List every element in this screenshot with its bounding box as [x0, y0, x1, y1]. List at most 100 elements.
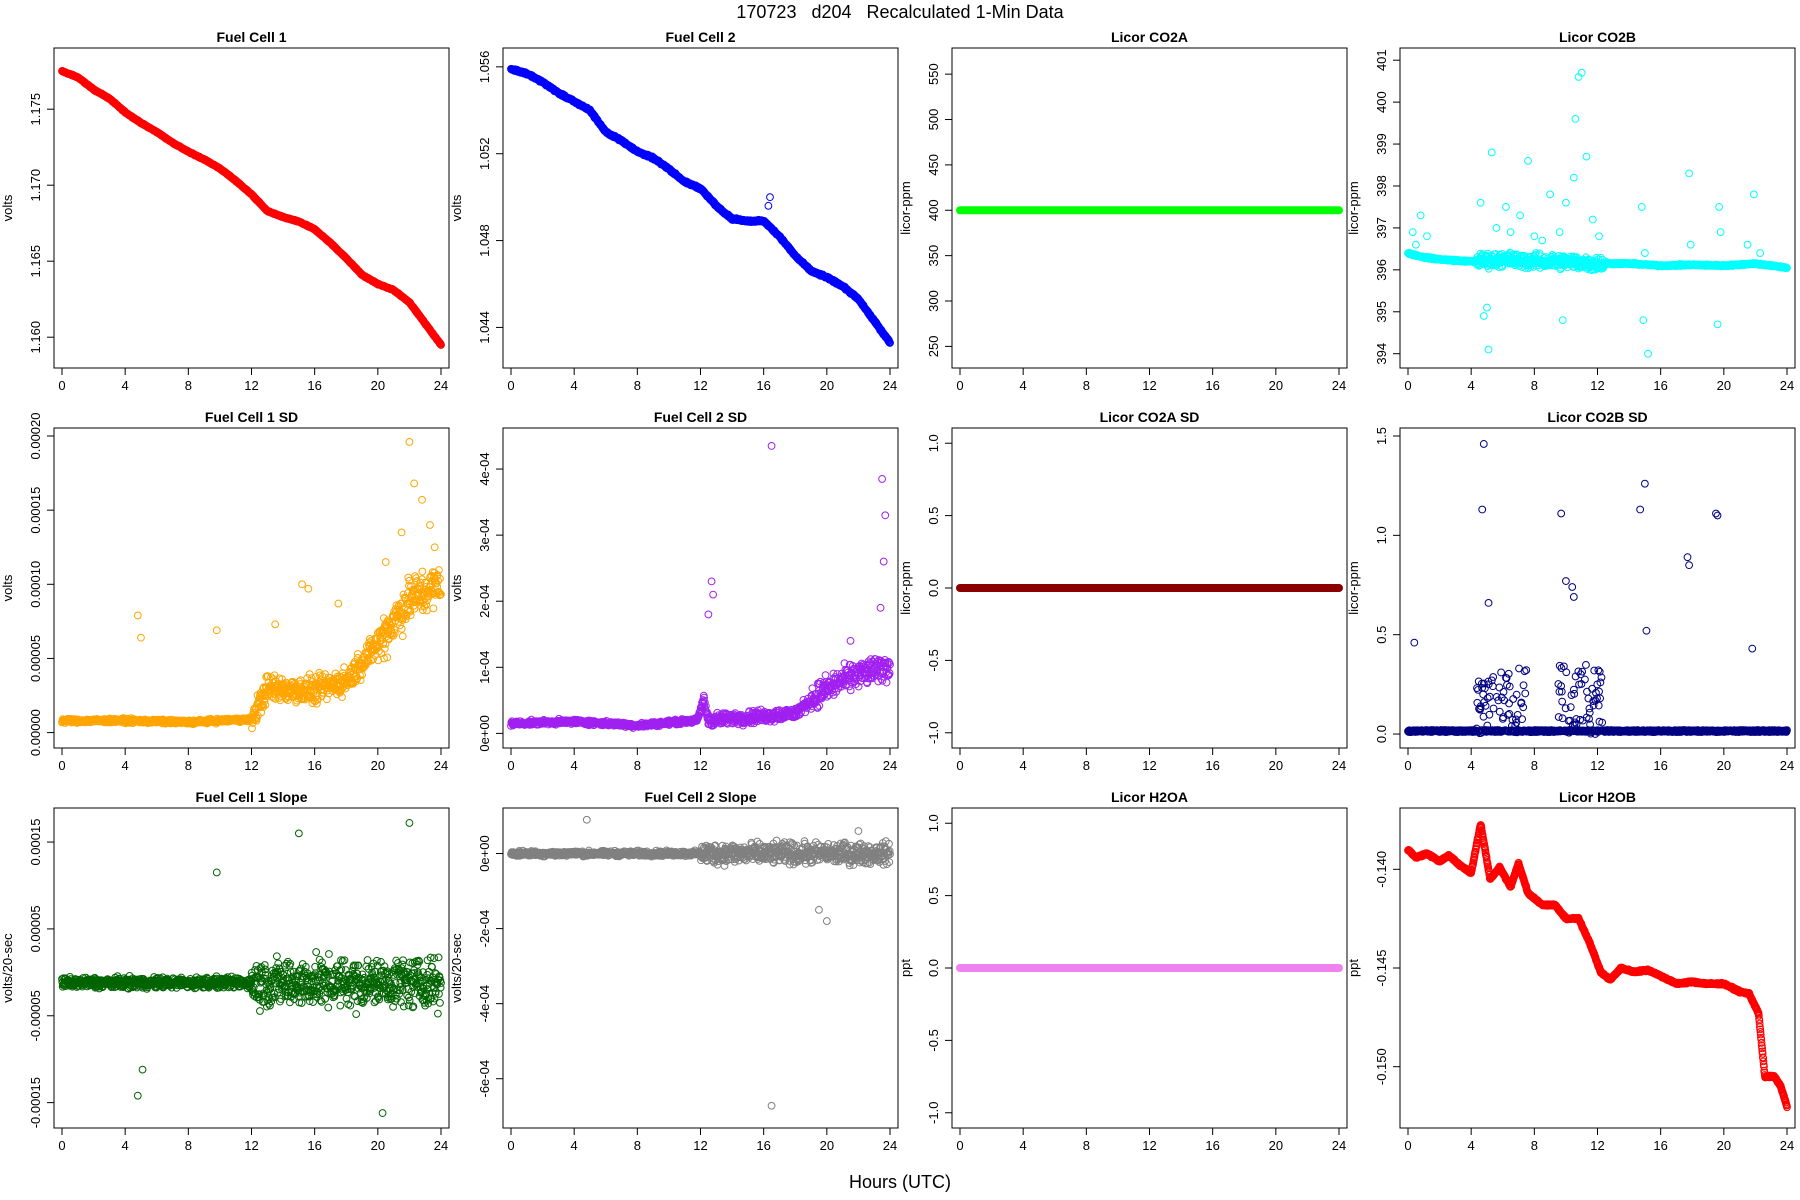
data-point: [1479, 312, 1488, 320]
data-point: [276, 696, 285, 705]
data-layer: [58, 66, 445, 349]
data-point: [1637, 203, 1646, 211]
plot-frame: [53, 47, 450, 369]
y-tick-label: 0.00020: [28, 413, 43, 460]
data-point: [437, 341, 445, 349]
y-tick-label: 1.165: [28, 245, 43, 278]
data-point: [1569, 173, 1578, 182]
data-point: [1716, 228, 1725, 237]
data-point: [269, 694, 278, 702]
y-tick-label: 1.052: [477, 137, 492, 170]
data-point: [1685, 169, 1693, 178]
data-layer: [58, 438, 445, 733]
data-point: [1408, 228, 1417, 237]
x-tick-label: 24: [1780, 378, 1794, 393]
y-tick-label: 0.00010: [28, 561, 43, 608]
data-point: [1516, 211, 1525, 220]
panel-title: Licor CO2B: [1559, 29, 1636, 45]
data-point: [1715, 203, 1723, 211]
data-point: [1639, 316, 1648, 325]
y-tick-label: 398: [1374, 175, 1389, 197]
data-point: [248, 724, 256, 733]
y-axis-label: volts: [0, 194, 15, 221]
data-point: [1743, 240, 1752, 249]
data-point: [310, 688, 318, 696]
data-point: [1713, 320, 1722, 329]
x-tick-label: 0: [58, 378, 65, 393]
panel-title: Fuel Cell 1 SD: [205, 409, 298, 425]
data-point: [1411, 240, 1420, 249]
data-point: [1571, 114, 1580, 123]
x-tick-label: 8: [185, 378, 192, 393]
x-tick-label: 24: [883, 378, 897, 393]
panel-title: Fuel Cell 1: [216, 29, 286, 45]
data-point: [766, 193, 774, 202]
panel-title: Fuel Cell 2: [665, 29, 735, 45]
data-point: [363, 656, 372, 665]
x-tick-label: 12: [244, 378, 258, 393]
y-tick-label: 0.00005: [28, 635, 43, 682]
data-point: [1644, 349, 1652, 358]
x-tick-label: 0: [507, 378, 514, 393]
data-point: [260, 697, 269, 706]
x-tick-label: 4: [122, 378, 129, 393]
data-point: [1487, 148, 1496, 157]
data-point: [1538, 236, 1547, 245]
data-point: [764, 201, 773, 210]
x-tick-label: 8: [634, 378, 641, 393]
data-point: [1558, 316, 1567, 325]
y-tick-label: 0.00000: [28, 709, 43, 756]
x-tick-label: 20: [820, 378, 834, 393]
data-point: [1588, 215, 1597, 224]
plot-frame: [1399, 47, 1796, 369]
data-point: [1640, 249, 1649, 257]
y-tick-label: 400: [926, 199, 941, 221]
data-point: [1502, 203, 1510, 211]
data-point: [1416, 211, 1425, 220]
data-point: [349, 679, 357, 688]
y-tick-label: 400: [1374, 91, 1389, 113]
x-tick-label: 12: [244, 758, 258, 773]
x-tick-label: 12: [1142, 378, 1156, 393]
x-tick-label: 16: [1653, 378, 1667, 393]
data-point: [1476, 198, 1485, 207]
x-tick-label: 24: [434, 378, 448, 393]
y-tick-label: 399: [1374, 133, 1389, 155]
data-point: [1483, 303, 1491, 312]
x-tick-label: 24: [434, 758, 448, 773]
panel-title: Licor CO2A: [1111, 29, 1188, 45]
data-point: [1582, 152, 1591, 161]
plot-frame: [951, 47, 1348, 369]
x-tick-label: 8: [185, 758, 192, 773]
data-point: [1492, 224, 1501, 232]
data-point: [261, 701, 270, 709]
data-point: [1783, 264, 1791, 272]
data-layer: [1404, 68, 1791, 358]
data-point: [1577, 68, 1586, 77]
data-point: [1686, 240, 1695, 249]
data-point: [1749, 190, 1758, 199]
data-point: [1535, 249, 1544, 258]
y-tick-label: 350: [926, 245, 941, 267]
x-tick-label: 4: [1020, 378, 1027, 393]
x-tick-label: 16: [1205, 378, 1219, 393]
data-point: [886, 339, 894, 347]
x-tick-label: 24: [1332, 378, 1346, 393]
data-point: [1756, 249, 1765, 257]
data-point: [1498, 262, 1507, 271]
data-point: [1524, 156, 1532, 165]
data-point: [1484, 345, 1493, 354]
x-tick-label: 4: [571, 378, 578, 393]
y-tick-label: 0.00015: [28, 487, 43, 534]
data-point: [248, 716, 257, 724]
y-tick-label: 397: [1374, 217, 1389, 239]
data-point: [275, 674, 284, 683]
y-tick-label: 1.170: [28, 169, 43, 202]
y-tick-label: 300: [926, 290, 941, 312]
data-point: [259, 703, 268, 711]
